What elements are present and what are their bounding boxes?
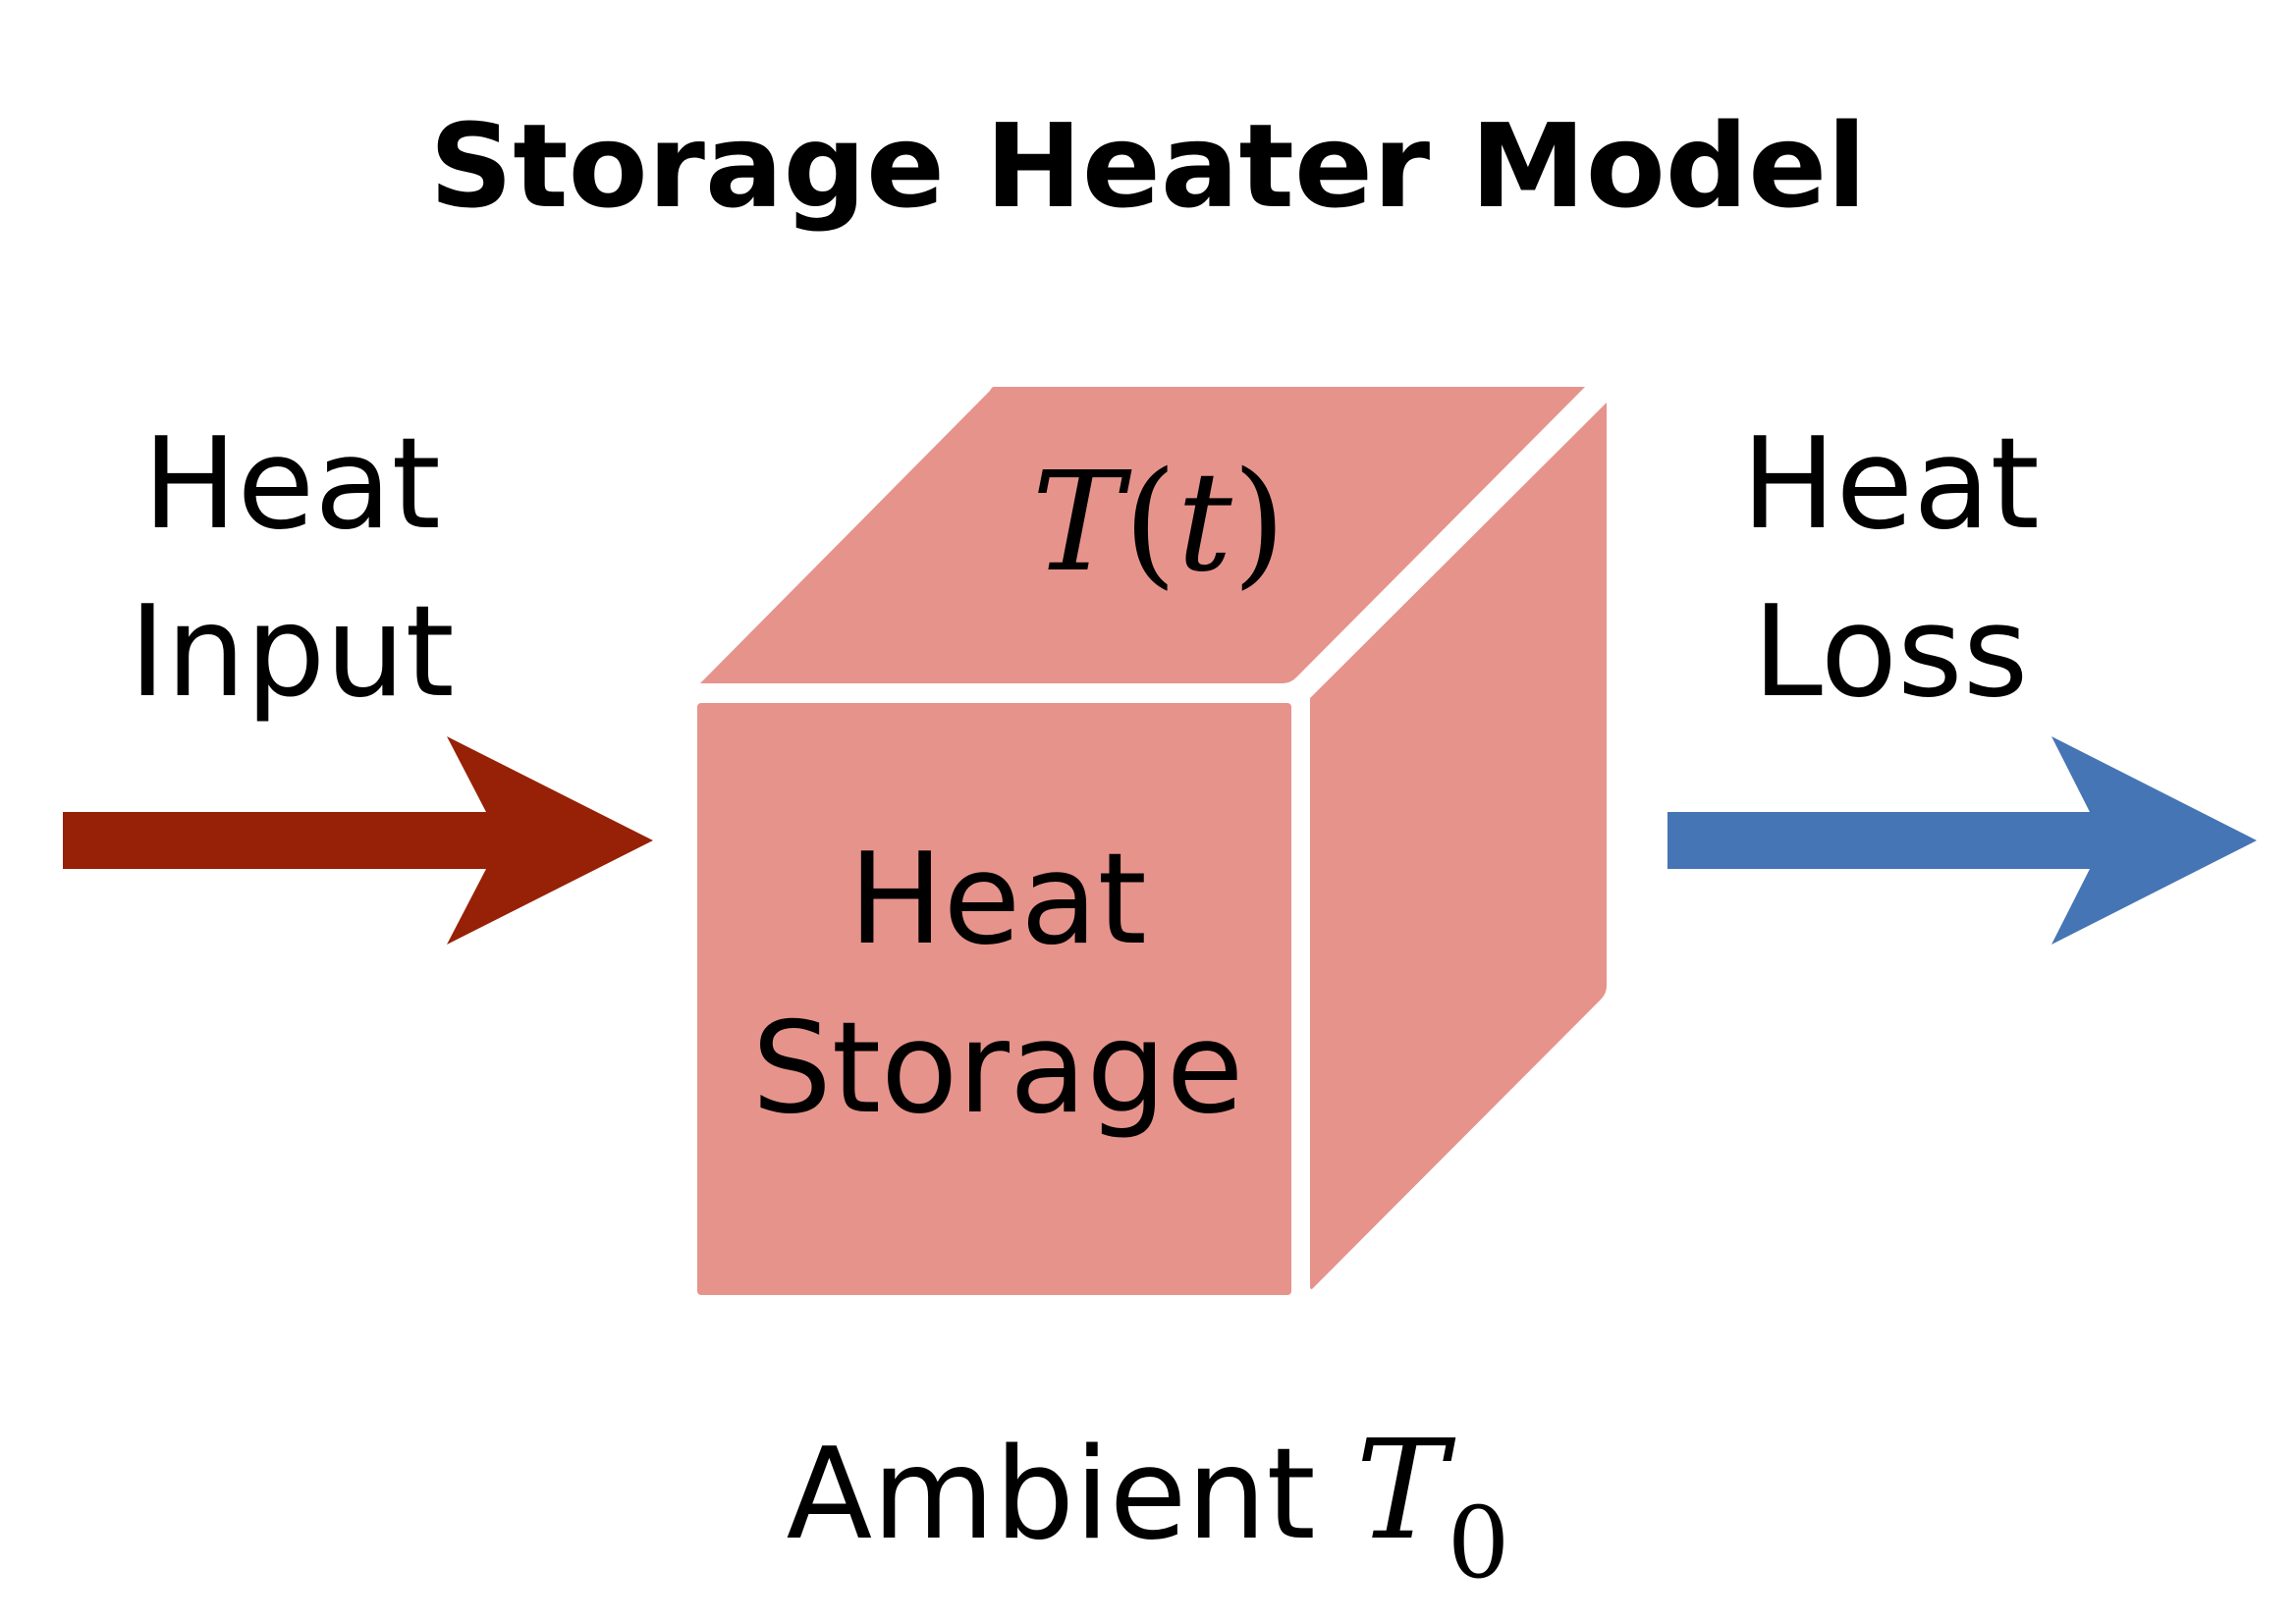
paren-open: ( [1123, 443, 1177, 603]
cube-front-face [697, 703, 1291, 1295]
temperature-symbol: T [1032, 443, 1132, 603]
heat-input-arrow [63, 736, 653, 945]
heat-input-label-line1: Heat [142, 411, 441, 558]
heat-storage-label-line1: Heat [848, 827, 1147, 973]
diagram-title: Storage Heater Model [429, 98, 1866, 234]
heat-storage-label-line2: Storage [752, 996, 1244, 1142]
ambient-temperature-symbol: T [1355, 1411, 1455, 1571]
ambient-label: Ambient T0 [787, 1411, 1510, 1600]
heat-input-label-line2: Input [129, 579, 454, 726]
heat-loss-label-line2: Loss [1753, 579, 2029, 726]
time-variable: t [1177, 443, 1233, 603]
heat-loss-arrow [1667, 736, 2257, 945]
heat-loss-label-line1: Heat [1741, 411, 2040, 558]
ambient-subscript: 0 [1448, 1486, 1510, 1600]
ambient-word: Ambient [787, 1422, 1316, 1568]
cube-right-face [1310, 403, 1607, 1289]
temperature-function-label: T(t) [1032, 443, 1286, 603]
paren-close: ) [1232, 443, 1286, 603]
cube-top-face [700, 387, 1585, 683]
